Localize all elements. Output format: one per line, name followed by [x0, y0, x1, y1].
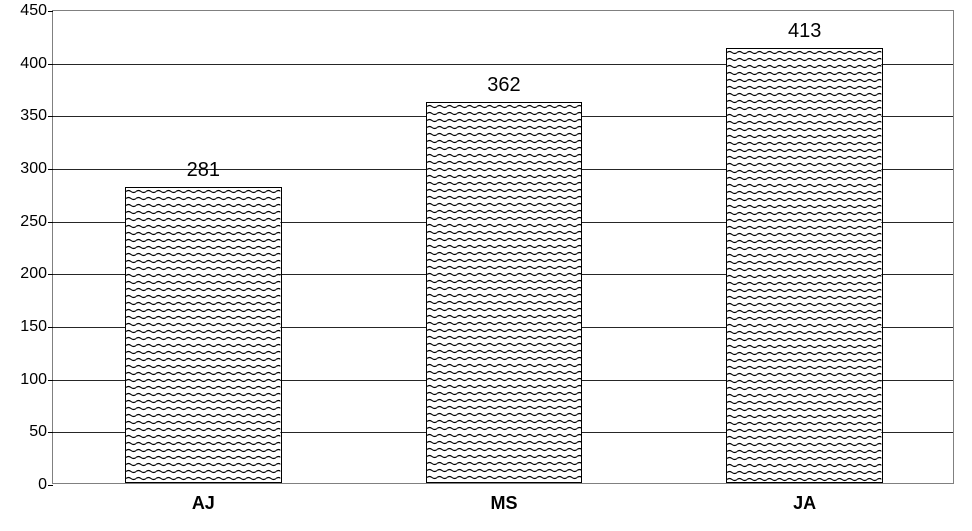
- bar-ja: 413: [726, 48, 882, 483]
- bar-value-label: 281: [126, 159, 280, 182]
- ytick-label: 400: [20, 55, 53, 73]
- bar-ms: 362: [426, 102, 582, 483]
- ytick-label: 100: [20, 371, 53, 389]
- bar-aj: 281: [125, 187, 281, 483]
- bar-chart: 050100150200250300350400450281AJ362MS413…: [0, 0, 972, 531]
- x-axis-label: AJ: [53, 483, 354, 514]
- x-axis-label: MS: [354, 483, 655, 514]
- ytick-label: 450: [20, 2, 53, 20]
- ytick-label: 300: [20, 160, 53, 178]
- plot-area: 050100150200250300350400450281AJ362MS413…: [52, 10, 954, 484]
- ytick-label: 250: [20, 213, 53, 231]
- ytick-label: 50: [29, 423, 53, 441]
- bar-value-label: 413: [727, 20, 881, 43]
- ytick-label: 150: [20, 318, 53, 336]
- ytick-label: 200: [20, 265, 53, 283]
- x-axis-label: JA: [654, 483, 955, 514]
- ytick-label: 350: [20, 107, 53, 125]
- ytick-label: 0: [38, 476, 53, 494]
- bar-value-label: 362: [427, 74, 581, 97]
